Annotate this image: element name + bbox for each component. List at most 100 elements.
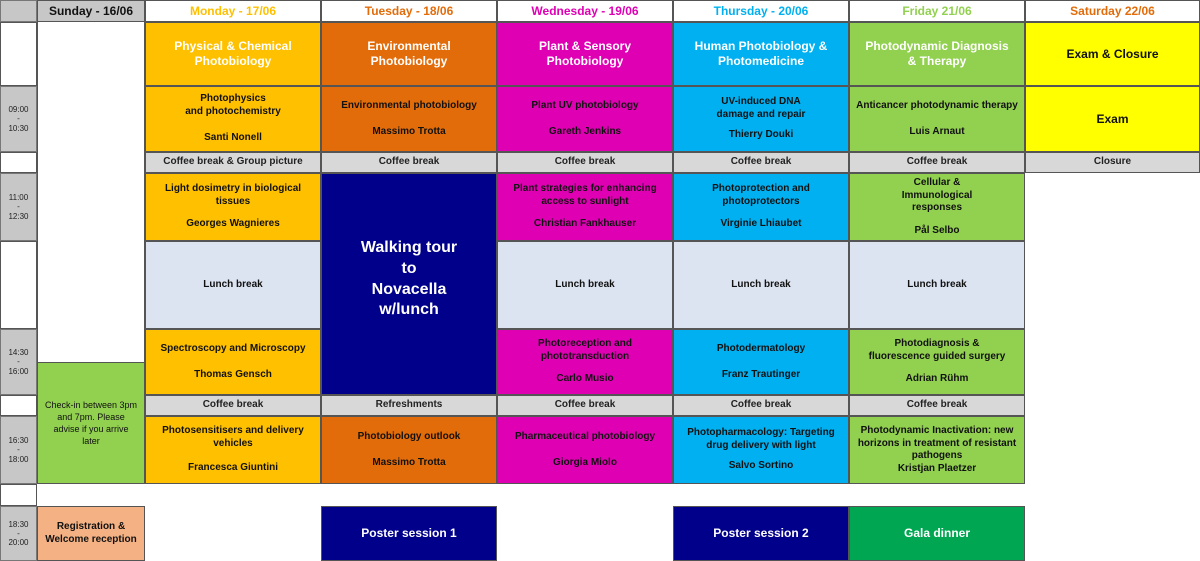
walking-tour-line: Novacella [371, 280, 447, 298]
session-thursday-4: Photopharmacology: Targeting drug delive… [673, 416, 849, 484]
time-start: 09:00 [8, 105, 29, 115]
corner-cell [0, 0, 37, 22]
session-tuesday-4: Photobiology outlook Massimo Trotta [321, 416, 497, 484]
session-monday-1: Photophysics and photochemistry Santi No… [145, 86, 321, 152]
session-speaker: Carlo Musio [556, 373, 614, 385]
session-speaker: Francesca Giuntini [187, 462, 279, 474]
session-title: Photopharmacology: Targeting drug delive… [687, 427, 835, 451]
session-title: Photosensitisers and delivery vehicles [162, 425, 304, 449]
break-monday-2: Coffee break [145, 395, 321, 416]
time-gap [0, 152, 37, 173]
time-gap [0, 395, 37, 416]
session-title: Light dosimetry in biological tissues [164, 183, 302, 207]
session-title: Anticancer photodynamic therapy [856, 99, 1018, 111]
time-dash: - [17, 528, 20, 538]
time-end: 12:30 [8, 211, 29, 221]
session-speaker: Salvo Sortino [728, 460, 794, 472]
session-title: Photobiology outlook [357, 430, 461, 442]
session-wednesday-4: Pharmaceutical photobiology Giorgia Miol… [497, 416, 673, 484]
session-speaker: Massimo Trotta [372, 457, 446, 468]
time-end: 10:30 [8, 123, 29, 133]
session-title: Spectroscopy and Microscopy [160, 342, 306, 354]
walking-tour-block: Walking tour to Novacella w/lunch [321, 173, 497, 395]
session-title: Photoprotection and photoprotectors [712, 183, 810, 207]
session-monday-4: Photosensitisers and delivery vehicles F… [145, 416, 321, 484]
poster-session-1: Poster session 1 [321, 506, 497, 561]
session-thursday-3: Photodermatology Franz Trautinger [673, 329, 849, 395]
session-title: Photodiagnosis & fluorescence guided sur… [868, 338, 1006, 362]
session-speaker: Luis Arnaut [909, 126, 965, 137]
break-wednesday-1: Coffee break [497, 152, 673, 173]
time-column-blank [0, 22, 37, 86]
lunch-friday: Lunch break [849, 241, 1025, 329]
session-title: Environmental photobiology [341, 99, 477, 111]
header-saturday: Saturday 22/06 [1025, 0, 1200, 22]
break-tuesday-2: Refreshments [321, 395, 497, 416]
session-title: Pharmaceutical photobiology [514, 430, 656, 442]
session-wednesday-1: Plant UV photobiology Gareth Jenkins [497, 86, 673, 152]
sunday-checkin: Check-in between 3pm and 7pm. Please adv… [37, 362, 145, 484]
session-title: Cellular & Immunological responses [901, 177, 973, 213]
time-dash: - [17, 357, 20, 367]
session-friday-3: Photodiagnosis & fluorescence guided sur… [849, 329, 1025, 395]
session-speaker: Thomas Gensch [194, 369, 272, 380]
break-friday-2: Coffee break [849, 395, 1025, 416]
session-speaker: Kristjan Plaetzer [897, 462, 977, 474]
time-gap [0, 484, 37, 506]
session-thursday-1: UV-induced DNA damage and repair Thierry… [673, 86, 849, 152]
header-tuesday: Tuesday - 18/06 [321, 0, 497, 22]
header-monday: Monday - 17/06 [145, 0, 321, 22]
theme-saturday: Exam & Closure [1025, 22, 1200, 86]
header-friday: Friday 21/06 [849, 0, 1025, 22]
time-start: 14:30 [8, 348, 29, 358]
theme-monday: Physical & Chemical Photobiology [145, 22, 321, 86]
header-wednesday: Wednesday - 19/06 [497, 0, 673, 22]
session-saturday-exam: Exam [1025, 86, 1200, 152]
time-slot-4: 16:30 - 18:00 [0, 416, 37, 484]
break-thursday-2: Coffee break [673, 395, 849, 416]
session-speaker: Santi Nonell [204, 132, 262, 144]
session-wednesday-2: Plant strategies for enhancing access to… [497, 173, 673, 241]
session-monday-3: Spectroscopy and Microscopy Thomas Gensc… [145, 329, 321, 395]
lunch-wednesday: Lunch break [497, 241, 673, 329]
poster-session-2: Poster session 2 [673, 506, 849, 561]
session-friday-4: Photodynamic Inactivation: new horizons … [849, 416, 1025, 484]
time-dash: - [17, 114, 20, 124]
time-slot-5: 18:30 - 20:00 [0, 506, 37, 561]
theme-wednesday: Plant & Sensory Photobiology [497, 22, 673, 86]
session-title: Plant UV photobiology [531, 99, 639, 111]
gala-dinner: Gala dinner [849, 506, 1025, 561]
session-title: UV-induced DNA damage and repair [716, 96, 806, 120]
session-title: Photodynamic Inactivation: new horizons … [857, 425, 1017, 461]
session-wednesday-3: Photoreception and phototransduction Car… [497, 329, 673, 395]
session-thursday-2: Photoprotection and photoprotectors Virg… [673, 173, 849, 241]
time-gap [0, 241, 37, 329]
session-speaker: Franz Trautinger [721, 369, 801, 380]
time-end: 16:00 [8, 366, 29, 376]
time-start: 11:00 [8, 193, 29, 203]
break-monday-1: Coffee break & Group picture [145, 152, 321, 173]
session-title: Photodermatology [716, 342, 806, 354]
time-start: 16:30 [8, 436, 29, 446]
time-end: 18:00 [8, 454, 29, 464]
lunch-monday: Lunch break [145, 241, 321, 329]
time-end: 20:00 [8, 538, 29, 548]
session-title: and photochemistry [185, 105, 281, 117]
walking-tour-line: to [401, 259, 417, 277]
break-thursday-1: Coffee break [673, 152, 849, 173]
time-slot-2: 11:00 - 12:30 [0, 173, 37, 241]
closure-saturday: Closure [1025, 152, 1200, 173]
time-dash: - [17, 445, 20, 455]
session-speaker: Christian Fankhauser [533, 218, 637, 230]
time-dash: - [17, 202, 20, 212]
session-friday-2: Cellular & Immunological responses Pål S… [849, 173, 1025, 241]
break-friday-1: Coffee break [849, 152, 1025, 173]
session-speaker: Pål Selbo [914, 224, 960, 236]
session-speaker: Georges Wagnieres [186, 218, 280, 230]
session-speaker: Giorgia Miolo [553, 457, 617, 468]
break-tuesday-1: Coffee break [321, 152, 497, 173]
registration-welcome-reception: Registration & Welcome reception [37, 506, 145, 561]
theme-thursday: Human Photobiology & Photomedicine [673, 22, 849, 86]
walking-tour-line: w/lunch [379, 301, 439, 319]
time-slot-3: 14:30 - 16:00 [0, 329, 37, 395]
